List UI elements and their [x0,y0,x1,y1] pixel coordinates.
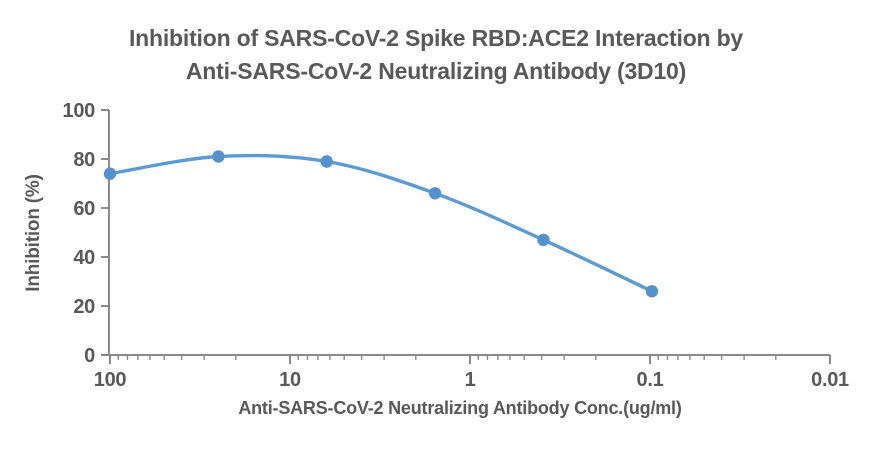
chart-title-line2: Anti-SARS-CoV-2 Neutralizing Antibody (3… [185,58,687,84]
chart-title-line1: Inhibition of SARS-CoV-2 Spike RBD:ACE2 … [128,25,744,51]
x-tick-label: 100 [94,369,127,391]
y-tick-label: 80 [73,149,95,171]
data-point [103,167,117,180]
x-tick-label: 1 [465,369,476,391]
y-tick-label: 60 [73,198,95,220]
data-point [428,187,442,200]
x-tick-label: 0.1 [637,369,664,391]
x-tick-label: 0.01 [811,369,849,391]
chart-title: Inhibition of SARS-CoV-2 Spike RBD:ACE2 … [0,22,872,88]
data-point [212,150,225,163]
series-line [108,153,654,293]
y-tick-label: 100 [63,100,96,122]
y-tick-label: 20 [73,296,95,318]
x-axis-label: Anti-SARS-CoV-2 Neutralizing Antibody Co… [238,398,682,418]
data-point [537,233,550,247]
x-tick-label: 10 [279,369,301,391]
y-tick-label: 0 [84,345,95,367]
data-point [645,285,659,298]
data-point [320,155,333,168]
y-tick-label: 40 [73,247,95,269]
